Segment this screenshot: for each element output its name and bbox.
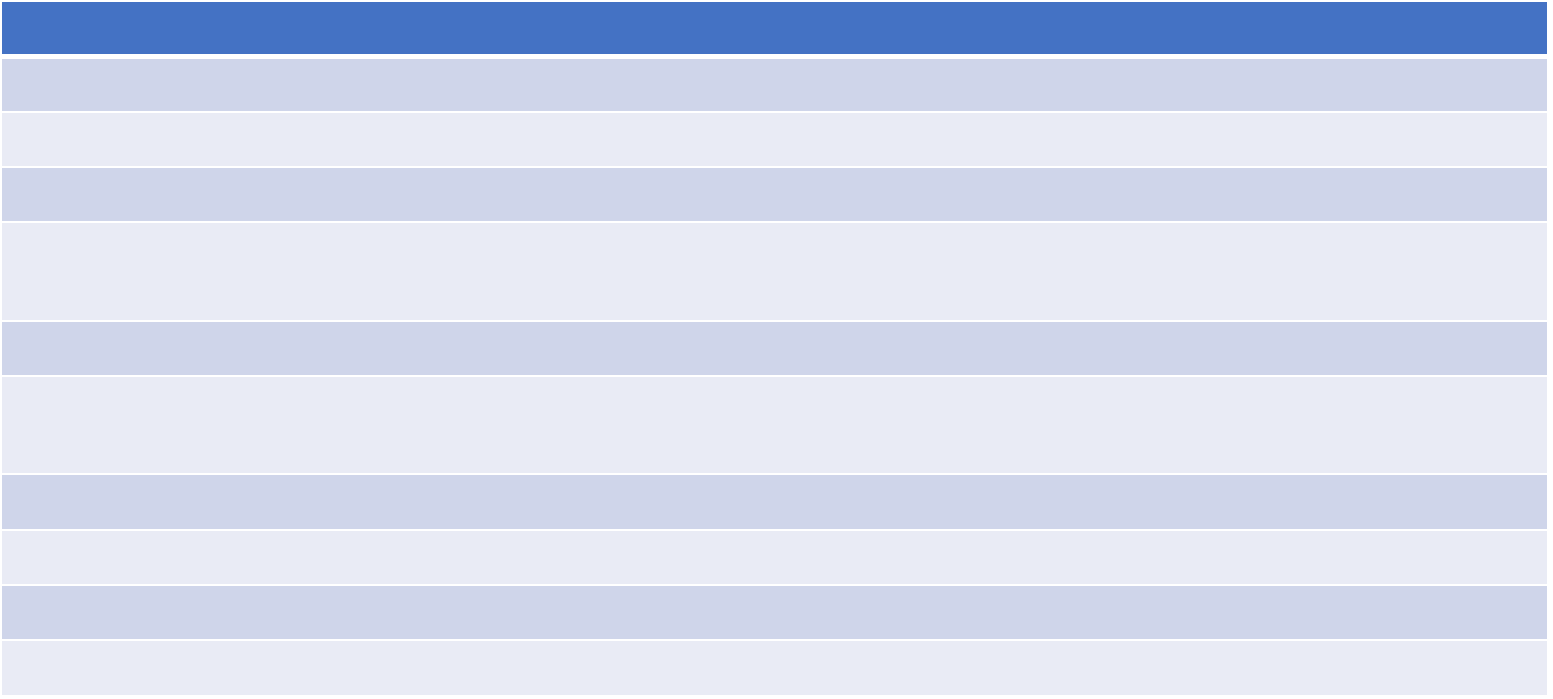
table-row xyxy=(2,475,1547,529)
table-header xyxy=(2,2,1547,54)
table-row xyxy=(2,586,1547,639)
table-row xyxy=(2,322,1547,375)
table-row xyxy=(2,113,1547,166)
table-row xyxy=(2,223,1547,320)
table-row xyxy=(2,641,1547,695)
table-row xyxy=(2,168,1547,221)
table-row xyxy=(2,377,1547,473)
table-row xyxy=(2,59,1547,111)
table-row xyxy=(2,531,1547,584)
